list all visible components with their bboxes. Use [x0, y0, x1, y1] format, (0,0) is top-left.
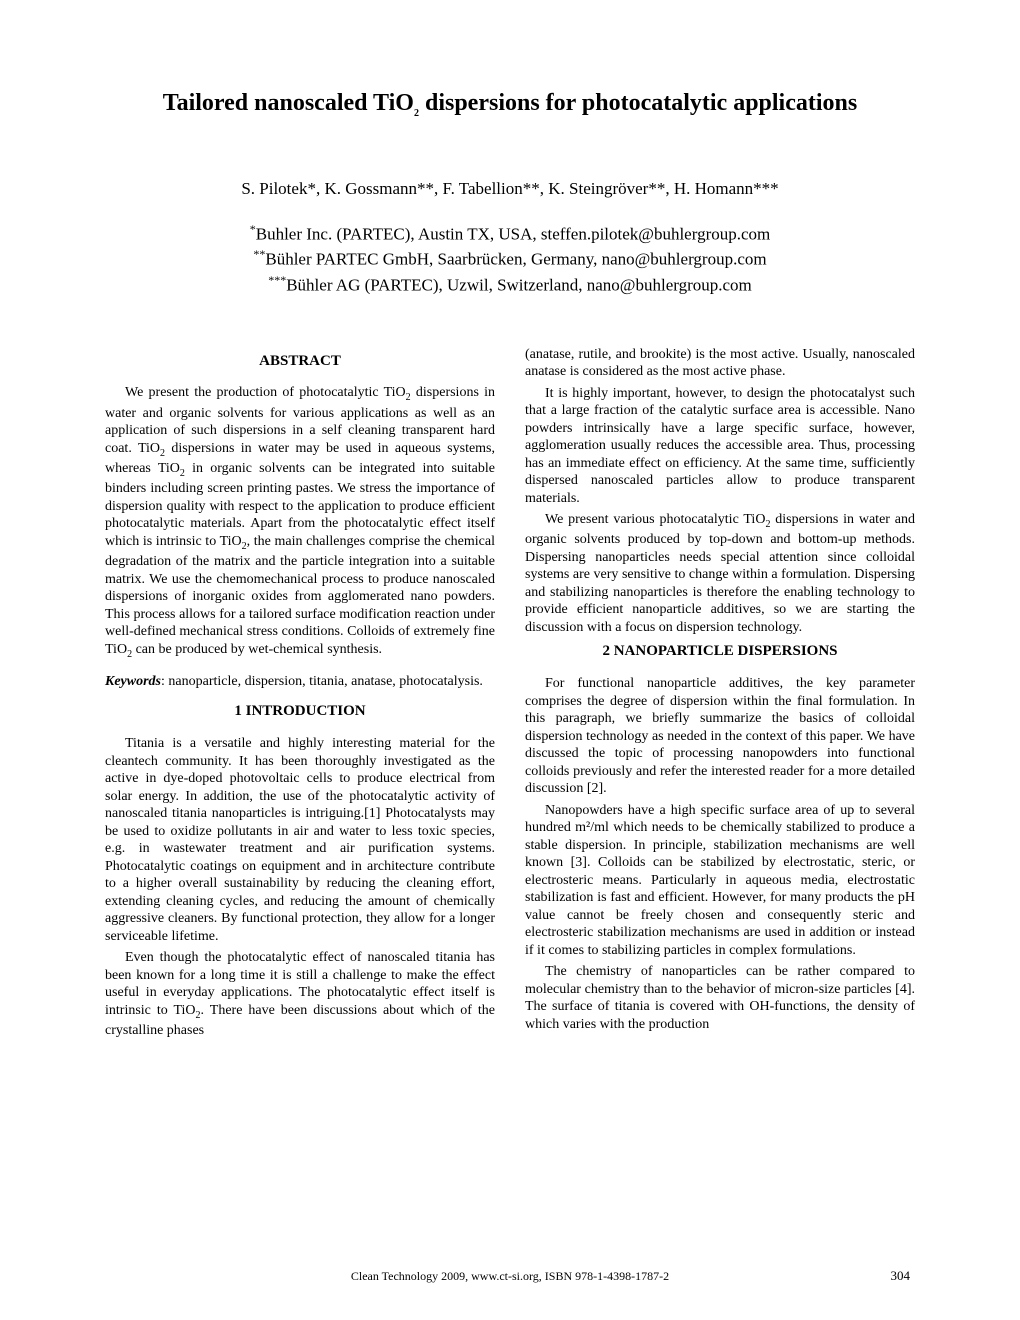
abs-seg-e: , the main challenges comprise the chemi…: [105, 534, 495, 657]
affiliation-2: **Bühler PARTEC GmbH, Saarbrücken, Germa…: [105, 246, 915, 272]
affiliations-block: *Buhler Inc. (PARTEC), Austin TX, USA, s…: [105, 221, 915, 298]
aff3-text: Bühler AG (PARTEC), Uzwil, Switzerland, …: [286, 276, 752, 295]
sec2-p3: The chemistry of nanoparticles can be ra…: [525, 963, 915, 1033]
paper-title: Tailored nanoscaled TiO2 dispersions for…: [105, 90, 915, 119]
footer-text: Clean Technology 2009, www.ct-si.org, IS…: [0, 1269, 1020, 1284]
intro-p1: Titania is a versatile and highly intere…: [105, 735, 495, 945]
aff2-text: Bühler PARTEC GmbH, Saarbrücken, Germany…: [265, 250, 766, 269]
aff2-sup: **: [253, 247, 265, 261]
authors-line: S. Pilotek*, K. Gossmann**, F. Tabellion…: [105, 179, 915, 199]
sec2-p2: Nanopowders have a high specific surface…: [525, 802, 915, 960]
keywords-line: Keywords: nanoparticle, dispersion, tita…: [105, 673, 495, 691]
abstract-para: We present the production of photocataly…: [105, 384, 495, 660]
body-columns: ABSTRACT We present the production of ph…: [105, 346, 915, 1041]
col2-p1: (anatase, rutile, and brookite) is the m…: [525, 346, 915, 381]
aff3-sup: ***: [268, 273, 286, 287]
title-post: dispersions for photocatalytic applicati…: [419, 90, 857, 116]
abs-seg-f: can be produced by wet-chemical synthesi…: [132, 642, 382, 657]
col2-p2: It is highly important, however, to desi…: [525, 385, 915, 508]
aff1-text: Buhler Inc. (PARTEC), Austin TX, USA, st…: [256, 224, 771, 243]
sec2-heading: 2 NANOPARTICLE DISPERSIONS: [525, 642, 915, 661]
keywords-label: Keywords: [105, 674, 161, 689]
intro-p2: Even though the photocatalytic effect of…: [105, 949, 495, 1039]
sec2-p1: For functional nanoparticle additives, t…: [525, 675, 915, 798]
intro-heading: 1 INTRODUCTION: [105, 702, 495, 721]
title-pre: Tailored nanoscaled TiO: [163, 90, 414, 116]
col2-p3a: We present various photocatalytic TiO: [545, 512, 765, 527]
affiliation-1: *Buhler Inc. (PARTEC), Austin TX, USA, s…: [105, 221, 915, 247]
col2-p3: We present various photocatalytic TiO2 d…: [525, 511, 915, 636]
abs-seg-a: We present the production of photocataly…: [125, 385, 406, 400]
keywords-text: : nanoparticle, dispersion, titania, ana…: [161, 674, 483, 689]
page-number: 304: [891, 1268, 911, 1284]
col2-p3b: dispersions in water and organic solvent…: [525, 512, 915, 635]
affiliation-3: ***Bühler AG (PARTEC), Uzwil, Switzerlan…: [105, 272, 915, 298]
abstract-heading: ABSTRACT: [105, 352, 495, 371]
